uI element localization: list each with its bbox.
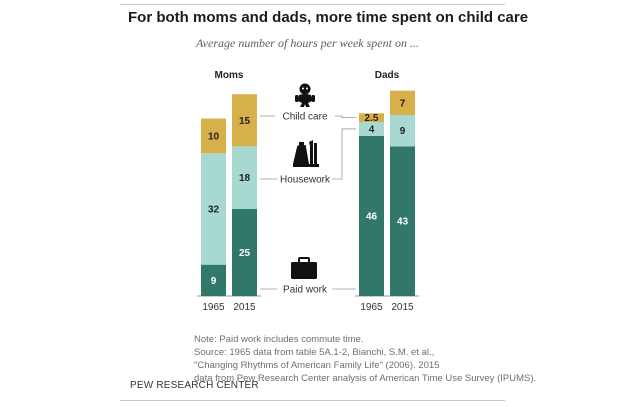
connector-right-housework xyxy=(332,129,356,179)
data-label-dads-2015-housework: 9 xyxy=(400,126,406,137)
data-label-dads-2015-paid_work: 43 xyxy=(397,217,409,228)
year-label-moms-2015: 2015 xyxy=(233,302,256,313)
data-label-moms-1965-housework: 32 xyxy=(208,205,220,216)
group-label-moms: Moms xyxy=(215,70,244,81)
data-label-moms-2015-paid_work: 25 xyxy=(239,248,251,259)
year-label-dads-2015: 2015 xyxy=(391,302,414,313)
pew-research-center-logo-text: PEW RESEARCH CENTER xyxy=(130,380,259,391)
category-label-housework: Housework xyxy=(280,175,331,186)
data-label-moms-1965-paid_work: 9 xyxy=(211,276,217,287)
note-line-1: Note: Paid work includes commute time. xyxy=(194,333,534,346)
data-label-dads-2015-child_care: 7 xyxy=(400,98,406,109)
briefcase-icon xyxy=(291,258,317,279)
data-label-dads-1965-paid_work: 46 xyxy=(366,211,378,222)
data-label-dads-1965-housework: 4 xyxy=(369,124,375,135)
cleaning-supplies-icon xyxy=(293,140,319,167)
connector-right-child_care xyxy=(335,116,356,118)
source-line-1: Source: 1965 data from table 5A.1-2, Bia… xyxy=(194,346,534,359)
category-label-child_care: Child care xyxy=(282,112,327,123)
data-label-moms-2015-housework: 18 xyxy=(239,173,251,184)
data-label-moms-1965-child_care: 10 xyxy=(208,131,220,142)
baby-icon xyxy=(295,84,315,108)
data-label-dads-1965-child_care: 2.5 xyxy=(365,113,379,124)
year-label-moms-1965: 1965 xyxy=(202,302,225,313)
year-label-dads-1965: 1965 xyxy=(360,302,383,313)
group-label-dads: Dads xyxy=(375,70,400,81)
category-label-paid_work: Paid work xyxy=(283,285,328,296)
data-label-moms-2015-child_care: 15 xyxy=(239,116,251,127)
bottom-rule xyxy=(120,400,505,401)
source-line-2: "Changing Rhythms of American Family Lif… xyxy=(194,359,534,372)
